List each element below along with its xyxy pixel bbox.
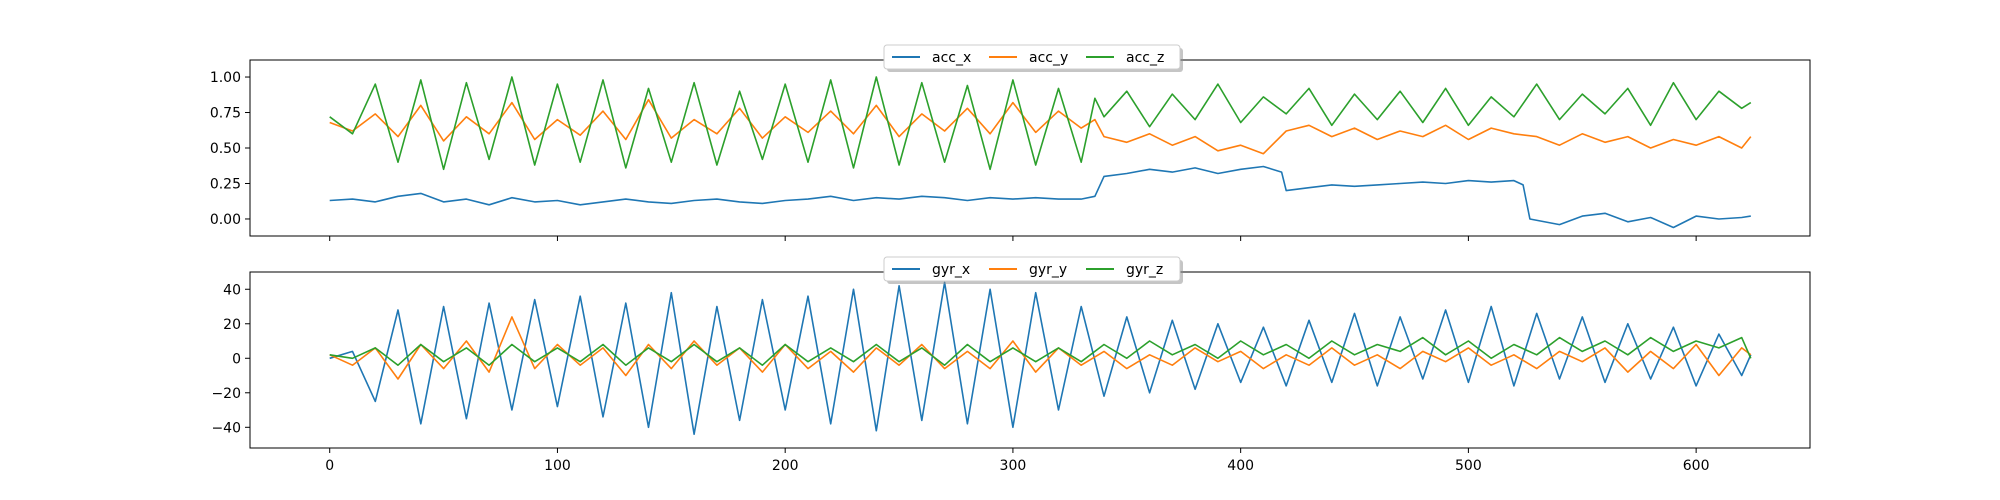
legend-label-acc_z: acc_z bbox=[1126, 50, 1164, 66]
acc-y-tick-label: 0.75 bbox=[210, 106, 241, 122]
acc-plot-area bbox=[329, 76, 1752, 229]
legend-label-gyr_z: gyr_z bbox=[1126, 262, 1163, 278]
acc-legend-box bbox=[883, 44, 1181, 70]
acc-y-tick-label: 1.00 bbox=[210, 70, 241, 86]
acc-y-tick-label: 0.50 bbox=[210, 141, 241, 157]
gyr-y-tick-label: 20 bbox=[223, 317, 241, 333]
gyr-y-tick-label: −40 bbox=[211, 420, 241, 436]
acc-y-tick-label: 0.25 bbox=[210, 176, 241, 192]
gyr-x-tick-label: 400 bbox=[1227, 458, 1254, 474]
gyr-legend: gyr_x gyr_y gyr_z bbox=[883, 256, 1183, 284]
gyr-y-tick-label: 0 bbox=[232, 351, 241, 367]
series-line-acc_z bbox=[329, 76, 1752, 171]
legend-label-acc_y: acc_y bbox=[1029, 50, 1068, 66]
acc-y-tick-label: 0.00 bbox=[210, 212, 241, 228]
acc-legend: acc_x acc_y acc_z bbox=[883, 44, 1183, 72]
gyr-x-tick-label: 0 bbox=[325, 458, 334, 474]
series-line-acc_y bbox=[329, 98, 1752, 155]
accelerometer-panel: 0.00 0.25 0.50 0.75 1.00 acc_x acc_y acc_z bbox=[210, 44, 1811, 241]
legend-label-gyr_y: gyr_y bbox=[1029, 262, 1067, 278]
gyr-plot-area bbox=[329, 281, 1752, 435]
gyr-x-tick-label: 100 bbox=[544, 458, 571, 474]
gyr-y-tick-label: 40 bbox=[223, 282, 241, 298]
series-line-acc_x bbox=[329, 165, 1751, 229]
gyr-x-tick-label: 300 bbox=[1000, 458, 1027, 474]
gyr-x-tick-label: 600 bbox=[1683, 458, 1710, 474]
gyr-legend-box bbox=[883, 256, 1181, 282]
gyroscope-panel: 0 100 200 300 400 500 600 −40 −20 0 20 40 gyr_x gyr_y… bbox=[211, 256, 1811, 474]
gyr-x-tick-label: 200 bbox=[772, 458, 799, 474]
legend-label-gyr_x: gyr_x bbox=[932, 262, 970, 278]
gyr-x-tick-label: 500 bbox=[1455, 458, 1482, 474]
gyr-y-tick-label: −20 bbox=[211, 386, 241, 402]
series-line-gyr_z bbox=[329, 336, 1752, 366]
legend-label-acc_x: acc_x bbox=[932, 50, 971, 66]
